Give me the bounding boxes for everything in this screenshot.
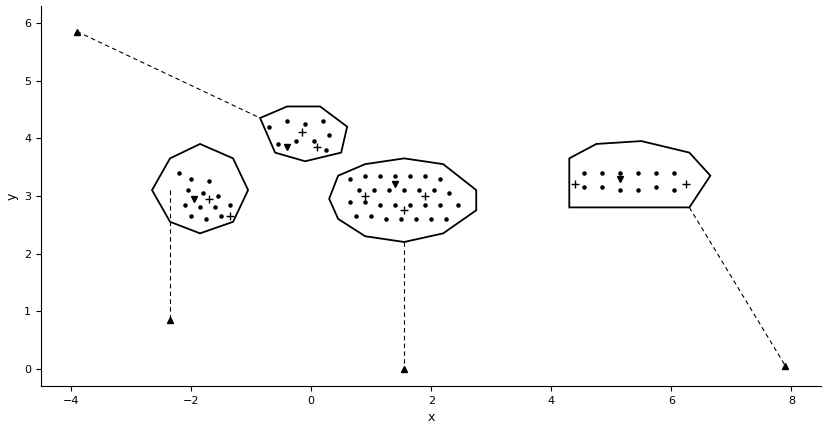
X-axis label: x: x bbox=[428, 412, 435, 424]
Y-axis label: y: y bbox=[6, 192, 18, 200]
